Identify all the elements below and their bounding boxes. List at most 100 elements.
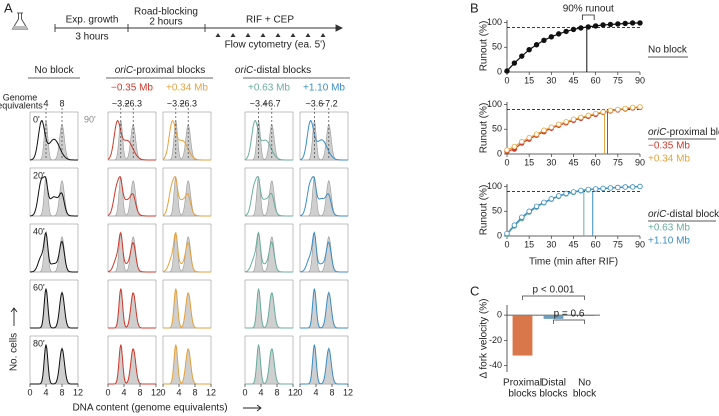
y-tick-label: 100 bbox=[487, 181, 502, 191]
y-tick-label: 50 bbox=[492, 124, 502, 134]
x-tick-label: 4 bbox=[258, 387, 263, 397]
text-part: -distal blocks bbox=[666, 209, 719, 220]
peak-label: 4 bbox=[43, 98, 48, 108]
histogram-curve bbox=[244, 231, 293, 273]
time-label: 60' bbox=[33, 282, 45, 292]
x-tick-label: 4 bbox=[43, 387, 48, 397]
histogram-curve bbox=[299, 119, 348, 161]
x-tick-label: 75 bbox=[613, 239, 623, 249]
comparison-bracket bbox=[522, 295, 585, 300]
y-axis-label: Runout (%) bbox=[479, 185, 490, 236]
data-point bbox=[511, 143, 518, 150]
data-point bbox=[570, 189, 577, 195]
text-part: oriC bbox=[648, 127, 667, 138]
reference-label: 90' bbox=[84, 114, 96, 124]
time-label: 80' bbox=[33, 338, 45, 348]
data-point bbox=[526, 47, 532, 53]
data-point bbox=[600, 185, 606, 192]
peak-label: ~3.6 bbox=[306, 98, 324, 108]
text-part: No block bbox=[35, 65, 75, 76]
reference-histogram bbox=[30, 288, 78, 329]
data-point bbox=[578, 25, 584, 31]
data-point bbox=[504, 230, 510, 237]
x-tick-label: block bbox=[573, 389, 597, 400]
time-label: 0' bbox=[33, 114, 40, 124]
time-label: 40' bbox=[33, 226, 45, 236]
histogram-curve bbox=[163, 344, 211, 385]
data-point bbox=[548, 196, 555, 202]
column-label: +0.63 Mb bbox=[248, 83, 290, 94]
timeline-duration: 2 hours bbox=[149, 17, 182, 28]
timeline-duration: 3 hours bbox=[75, 32, 108, 43]
x-tick-label: 0 bbox=[27, 387, 32, 397]
legend-entry: +0.63 Mb bbox=[648, 223, 690, 234]
data-point bbox=[615, 184, 621, 191]
peak-label: ~6.3 bbox=[124, 98, 142, 108]
y-tick-label: -20 bbox=[489, 335, 502, 345]
data-point bbox=[637, 183, 643, 190]
data-point bbox=[607, 107, 614, 114]
x-tick-label: 60 bbox=[591, 157, 601, 167]
annotation: 90% runout bbox=[563, 4, 614, 15]
timeline-step: Road-blocking bbox=[134, 7, 198, 18]
genome-label: equivalents bbox=[0, 100, 43, 110]
timeline-step: Exp. growth bbox=[66, 15, 119, 26]
data-point bbox=[504, 68, 510, 74]
time-label: 20' bbox=[33, 170, 45, 180]
data-point bbox=[541, 127, 547, 133]
x-tick-label: 30 bbox=[546, 157, 556, 167]
data-point bbox=[533, 131, 540, 137]
histogram-curve bbox=[30, 176, 78, 217]
data-point bbox=[585, 24, 591, 30]
data-point bbox=[585, 112, 591, 119]
sampling-marker bbox=[230, 33, 236, 37]
histogram-curve bbox=[108, 344, 156, 385]
y-axis-label: Runout (%) bbox=[479, 103, 490, 154]
data-point bbox=[548, 124, 555, 130]
legend-title: oriC-proximal blocks bbox=[648, 127, 719, 138]
data-point bbox=[541, 37, 547, 44]
data-point bbox=[511, 60, 518, 66]
legend-entry: +1.10 Mb bbox=[648, 236, 690, 247]
group-title: oriC-proximal blocks bbox=[115, 65, 206, 76]
peak-label: ~3.4 bbox=[250, 98, 268, 108]
data-point bbox=[519, 214, 525, 220]
y-tick-label: 0 bbox=[497, 230, 502, 240]
reference-histogram bbox=[30, 344, 78, 385]
group-title: oriC-distal blocks bbox=[235, 65, 311, 76]
y-axis-label: Runout (%) bbox=[479, 21, 490, 72]
data-point bbox=[556, 193, 562, 199]
x-tick-label: 4 bbox=[176, 387, 181, 397]
histogram-curve bbox=[300, 344, 348, 385]
histogram-frame bbox=[299, 223, 349, 273]
data-point bbox=[592, 186, 599, 192]
histogram-curve bbox=[29, 231, 78, 273]
data-point bbox=[592, 110, 599, 117]
x-tick-label: 90 bbox=[635, 75, 645, 85]
histogram-curve bbox=[162, 175, 211, 217]
x-tick-label: 15 bbox=[524, 75, 534, 85]
x-tick-label: 4 bbox=[313, 387, 318, 397]
x-tick-label: 8 bbox=[329, 387, 334, 397]
x-tick-label: Proximal bbox=[503, 378, 542, 389]
histogram-curve bbox=[299, 231, 348, 273]
x-tick-label: 4 bbox=[121, 387, 126, 397]
histogram-curve bbox=[163, 288, 211, 329]
sampling-marker bbox=[260, 33, 266, 37]
x-tick-label: 12 bbox=[151, 387, 161, 397]
y-tick-label: 0 bbox=[497, 148, 502, 158]
histogram-curve bbox=[30, 288, 78, 329]
histogram-curve bbox=[245, 344, 293, 385]
y-axis-label: No. cells bbox=[9, 333, 20, 371]
data-point bbox=[629, 20, 636, 26]
y-tick-label: 0 bbox=[497, 309, 502, 319]
data-point bbox=[607, 21, 614, 28]
x-tick-label: 15 bbox=[524, 239, 534, 249]
data-point bbox=[637, 104, 643, 110]
legend-entry: No block bbox=[648, 45, 688, 56]
reference-histogram bbox=[108, 176, 156, 217]
timeline-step: RIF + CEP bbox=[246, 15, 294, 26]
data-point bbox=[526, 134, 532, 141]
x-tick-label: 8 bbox=[137, 387, 142, 397]
series-line bbox=[506, 106, 641, 151]
